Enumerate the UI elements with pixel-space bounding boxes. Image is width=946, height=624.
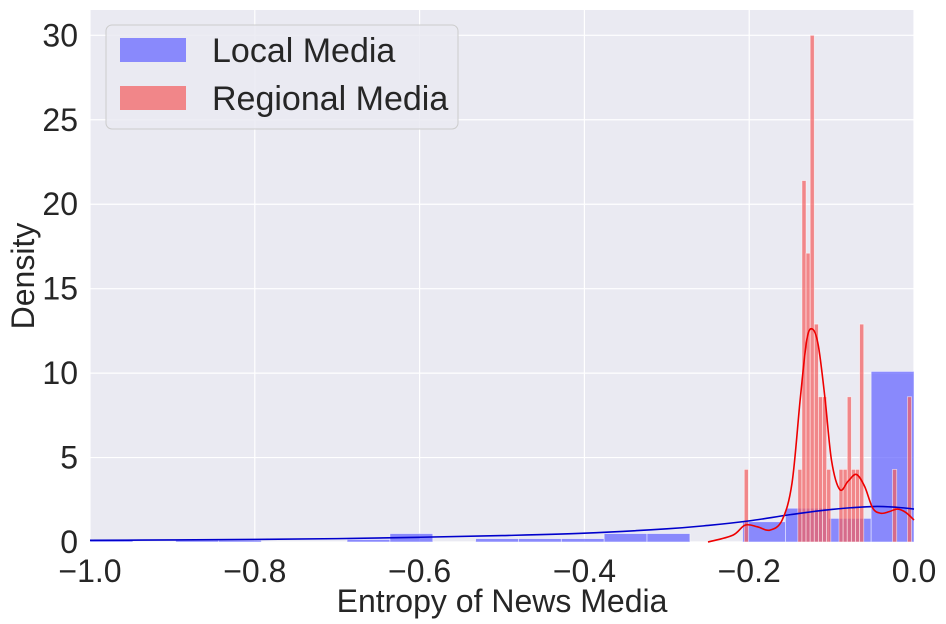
bar-regional-media — [822, 396, 828, 543]
bar-local-media — [560, 538, 605, 543]
bar-regional-media — [859, 323, 865, 543]
kde-curves — [89, 327, 915, 543]
x-tick-label: −0.2 — [718, 553, 781, 589]
y-tick-label: 15 — [42, 271, 78, 307]
bar-regional-media — [797, 468, 803, 543]
bar-regional-media — [743, 468, 749, 543]
y-tick-label: 5 — [60, 440, 78, 476]
bar-local-media — [518, 538, 562, 543]
legend-box — [105, 24, 459, 130]
bar-local-media — [346, 539, 391, 543]
x-tick-label: −0.6 — [388, 553, 451, 589]
bar-regional-media — [842, 468, 848, 543]
bar-regional-media — [855, 468, 861, 543]
y-axis-label: Density — [5, 223, 41, 330]
bar-regional-media — [818, 396, 823, 543]
legend-label-regional-media: Regional Media — [212, 80, 448, 118]
bar-regional-media — [813, 323, 819, 543]
y-tick-label: 0 — [60, 524, 78, 560]
kde-curve-regional-media — [707, 327, 915, 543]
bar-regional-media — [809, 34, 815, 543]
legend-swatch-local-media — [120, 38, 186, 62]
y-tick-label: 20 — [42, 186, 78, 222]
y-tick-labels: 0 5 10 15 20 25 30 — [42, 17, 78, 560]
x-tick-label: −0.4 — [553, 553, 616, 589]
bar-regional-media — [892, 468, 898, 543]
bar-local-media — [475, 538, 519, 543]
bar-regional-media — [846, 396, 852, 543]
x-tick-labels: −1.0 −0.8 −0.6 −0.4 −0.2 0.0 — [58, 553, 936, 589]
bar-local-media — [646, 533, 691, 543]
y-tick-label: 25 — [42, 102, 78, 138]
legend-swatch-regional-media — [120, 86, 186, 110]
bar-local-media — [218, 539, 262, 543]
bar-regional-media — [838, 468, 844, 543]
y-tick-label: 10 — [42, 355, 78, 391]
y-tick-label: 30 — [42, 17, 78, 53]
kde-curve-local-media — [89, 505, 915, 542]
bar-regional-media — [826, 468, 832, 543]
bar-regional-media — [850, 468, 856, 543]
x-tick-label: −0.8 — [223, 553, 286, 589]
bar-local-media — [603, 533, 648, 543]
x-tick-label: 0.0 — [892, 553, 936, 589]
legend: Local Media Regional Media — [105, 24, 459, 130]
x-tick-label: −1.0 — [58, 553, 121, 589]
legend-label-local-media: Local Media — [212, 32, 395, 70]
x-axis-label: Entropy of News Media — [337, 583, 668, 619]
bar-regional-media — [907, 396, 912, 543]
bar-regional-media — [805, 252, 811, 543]
